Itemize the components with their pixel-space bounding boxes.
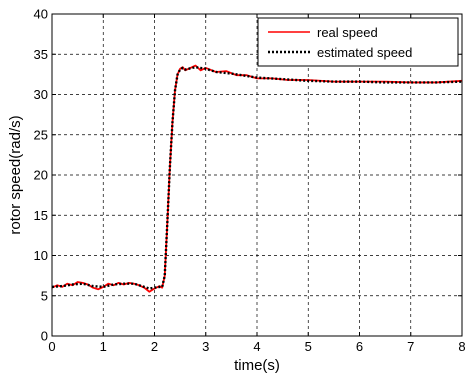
y-axis-label: rotor speed(rad/s) [7, 115, 24, 234]
y-tick-label: 35 [34, 47, 48, 62]
x-tick-label: 4 [253, 339, 260, 354]
y-tick-label: 0 [41, 329, 48, 344]
tick-labels: 0 1 2 3 4 5 6 7 8 0 5 10 15 20 25 30 35 40 [34, 7, 465, 355]
x-tick-label: 5 [305, 339, 312, 354]
y-tick-label: 15 [34, 208, 48, 223]
y-tick-label: 25 [34, 127, 48, 142]
y-tick-label: 10 [34, 248, 48, 263]
legend-label-real-speed: real speed [317, 25, 378, 40]
x-tick-label: 7 [407, 339, 414, 354]
x-tick-label: 6 [356, 339, 363, 354]
x-tick-label: 0 [48, 339, 55, 354]
x-tick-label: 2 [151, 339, 158, 354]
legend: real speed estimated speed [257, 17, 459, 67]
x-tick-label: 1 [100, 339, 107, 354]
x-tick-label: 8 [458, 339, 465, 354]
ticks [51, 13, 463, 337]
y-tick-label: 20 [34, 168, 48, 183]
x-tick-label: 3 [202, 339, 209, 354]
y-tick-label: 40 [34, 7, 48, 22]
series-line-estimated-speed [51, 65, 463, 290]
grid [52, 14, 462, 336]
x-axis-label: time(s) [234, 357, 280, 374]
series-layer [51, 64, 463, 293]
legend-label-estimated-speed: estimated speed [317, 45, 412, 60]
y-tick-label: 5 [41, 288, 48, 303]
y-tick-label: 30 [34, 87, 48, 102]
legend-box [257, 17, 459, 67]
